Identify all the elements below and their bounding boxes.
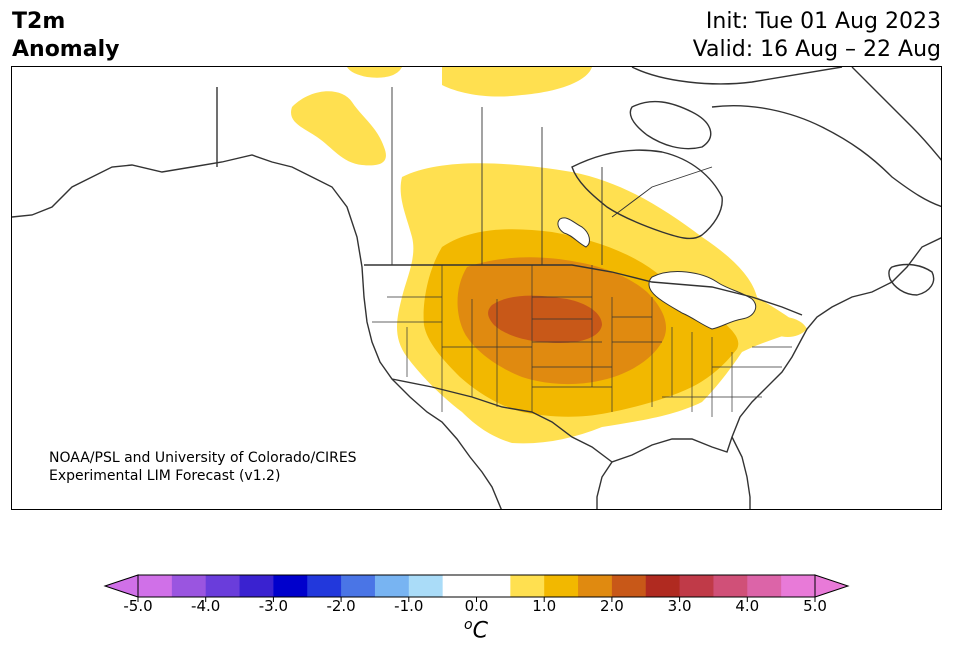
colorbar-cell xyxy=(171,575,207,597)
colorbar-cell xyxy=(544,575,579,597)
anomaly-fill-yellow-mid-atlantic xyxy=(772,316,807,337)
colorbar-tick-label: 1.0 xyxy=(532,597,557,615)
colorbar-cell xyxy=(408,575,444,597)
colorbar-cell xyxy=(510,575,545,597)
colorbar-cells xyxy=(138,575,816,597)
colorbar-tick-label: -5.0 xyxy=(123,597,153,615)
title-line-1: T2m xyxy=(12,9,66,34)
colorbar-cell xyxy=(476,575,511,597)
colorbar-tick-label: 3.0 xyxy=(667,597,692,615)
anomaly-map xyxy=(12,67,941,509)
valid-date: Valid: 16 Aug – 22 Aug xyxy=(692,37,941,62)
colorbar-cell xyxy=(713,575,748,597)
colorbar-cell xyxy=(138,575,173,597)
colorbar-tick-label: 4.0 xyxy=(735,597,760,615)
colorbar-cell xyxy=(611,575,647,597)
state-borders-central xyxy=(442,265,613,412)
colorbar-cell xyxy=(307,575,342,597)
colorbar xyxy=(103,574,850,602)
credit-line-1: NOAA/PSL and University of Colorado/CIRE… xyxy=(49,450,357,466)
credit-text: NOAA/PSL and University of Colorado/CIRE… xyxy=(49,449,357,485)
colorbar-unit: oC xyxy=(464,617,488,643)
east-coast xyxy=(596,237,941,509)
colorbar-over-arrow xyxy=(814,574,850,598)
colorbar-tick-label: -3.0 xyxy=(258,597,289,615)
colorbar-under-arrow xyxy=(103,574,139,598)
arctic-islands-3 xyxy=(629,100,712,150)
state-borders-west xyxy=(372,265,533,412)
greenland-edge xyxy=(851,67,941,161)
unit-letter: C xyxy=(472,618,488,644)
state-borders-east xyxy=(612,297,792,417)
map-title: T2m Anomaly xyxy=(12,8,119,64)
colorbar-cell xyxy=(747,575,782,597)
colorbar-cell xyxy=(781,575,816,597)
init-date: Init: Tue 01 Aug 2023 xyxy=(705,9,941,34)
colorbar-cell xyxy=(679,575,714,597)
forecast-dates: Init: Tue 01 Aug 2023 Valid: 16 Aug – 22… xyxy=(693,8,941,64)
map-panel xyxy=(11,66,942,510)
anomaly-fill-yellow-arctic xyxy=(347,67,402,78)
colorbar-cell xyxy=(578,575,613,597)
unit-degree: o xyxy=(464,617,473,633)
colorbar-tick-label: 2.0 xyxy=(599,597,624,615)
lakes xyxy=(557,217,757,330)
state-borders xyxy=(372,265,792,417)
colorbar-tick-label: -1.0 xyxy=(394,597,424,615)
gulf-coast xyxy=(731,436,751,509)
colorbar-cell xyxy=(341,575,376,597)
west-coast xyxy=(12,154,502,509)
arctic-islands xyxy=(631,67,843,85)
colorbar-cell xyxy=(239,575,274,597)
hudson-bay xyxy=(571,149,723,240)
colorbar-cell xyxy=(442,575,477,597)
colorbar-cell xyxy=(273,575,308,597)
colorbar-cell xyxy=(205,575,241,597)
colorbar-ticks xyxy=(137,597,816,602)
lake-winnipeg xyxy=(557,217,590,248)
arctic-islands-2 xyxy=(711,105,941,208)
colorbar-tick-label: 5.0 xyxy=(803,597,827,615)
colorbar-cell xyxy=(374,575,410,597)
province-borders xyxy=(391,87,713,265)
anomaly-fill-yellow-arctic-2 xyxy=(442,67,592,97)
colorbar-tick-label: -2.0 xyxy=(326,597,356,615)
boundaries xyxy=(12,67,941,509)
anomaly-fill-yellow-north xyxy=(291,91,386,166)
great-lakes xyxy=(648,271,757,330)
colorbar-tick-label: 0.0 xyxy=(464,597,489,615)
title-line-2: Anomaly xyxy=(12,37,120,62)
newfoundland xyxy=(888,263,935,296)
colorbar-tick-label: -4.0 xyxy=(191,597,221,615)
colorbar-cell xyxy=(645,575,681,597)
credit-line-2: Experimental LIM Forecast (v1.2) xyxy=(49,468,281,484)
anomaly-fills xyxy=(291,67,807,444)
us-canada-border xyxy=(364,264,803,316)
